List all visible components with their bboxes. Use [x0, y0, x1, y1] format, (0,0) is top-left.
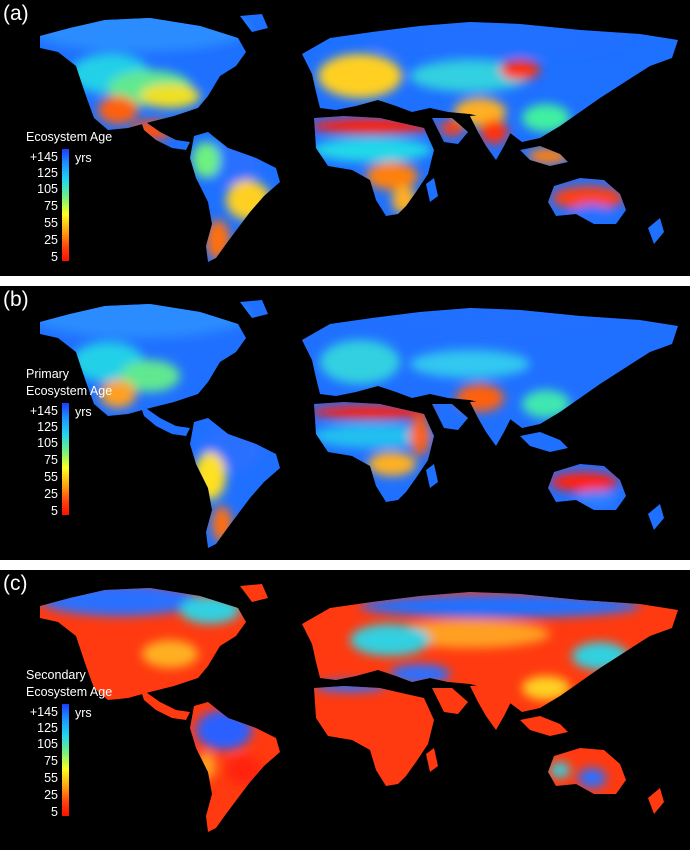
legend-color-bar: [62, 403, 69, 515]
legend-tick: 5: [51, 805, 58, 819]
world-map-secondary-ecosystem-age: [0, 570, 690, 850]
world-map-primary-ecosystem-age: [0, 286, 690, 560]
legend-tick: +145: [29, 150, 58, 164]
world-map-ecosystem-age: [0, 0, 690, 276]
map-panel-c: (c) Secondary Ecosystem Age +145 125 105…: [0, 570, 690, 850]
legend-tick: 55: [44, 470, 58, 484]
legend-color-bar: [62, 149, 69, 261]
legend-tick: 25: [44, 788, 58, 802]
legend-tick: 55: [44, 216, 58, 230]
legend-tick: +145: [29, 404, 58, 418]
legend-tick: 75: [44, 199, 58, 213]
legend-tick: 125: [37, 420, 58, 434]
legend-title: Ecosystem Age: [26, 130, 113, 144]
legend-tick: 25: [44, 233, 58, 247]
legend-title: Primary: [26, 367, 70, 381]
legend-tick: 75: [44, 453, 58, 467]
legend-tick: 125: [37, 721, 58, 735]
legend-tick: +145: [29, 705, 58, 719]
legend-ticks: +145 125 105 75 55 25 5: [26, 149, 58, 264]
legend-tick: 105: [37, 737, 58, 751]
legend-unit: yrs: [75, 706, 92, 720]
panel-label: (c): [3, 572, 28, 595]
legend-tick: 25: [44, 487, 58, 501]
panel-label: (b): [3, 288, 29, 311]
legend-scale: +145 125 105 75 55 25 5 yrs: [26, 403, 146, 518]
legend-title: Secondary: [26, 668, 86, 682]
color-legend: Primary Ecosystem Age +145 125 105 75 55…: [26, 366, 146, 518]
panel-label: (a): [3, 2, 29, 25]
color-legend: Secondary Ecosystem Age +145 125 105 75 …: [26, 667, 146, 819]
legend-tick: 105: [37, 436, 58, 450]
legend-ticks: +145 125 105 75 55 25 5: [26, 704, 58, 819]
legend-tick: 125: [37, 166, 58, 180]
legend-color-bar: [62, 704, 69, 816]
legend-scale: +145 125 105 75 55 25 5 yrs: [26, 149, 146, 264]
legend-unit: yrs: [75, 405, 92, 419]
legend-title: Ecosystem Age: [26, 384, 113, 398]
legend-tick: 5: [51, 504, 58, 518]
legend-tick: 5: [51, 250, 58, 264]
legend-title: Ecosystem Age: [26, 685, 113, 699]
legend-tick: 75: [44, 754, 58, 768]
legend-ticks: +145 125 105 75 55 25 5: [26, 403, 58, 518]
legend-unit: yrs: [75, 151, 92, 165]
legend-tick: 55: [44, 771, 58, 785]
color-legend: Ecosystem Age +145 125 105 75 55 25 5 yr…: [26, 129, 146, 264]
map-panel-a: (a) Ecosystem Age +145 125 105 75 55 25 …: [0, 0, 690, 276]
legend-scale: +145 125 105 75 55 25 5 yrs: [26, 704, 146, 819]
legend-tick: 105: [37, 182, 58, 196]
map-panel-b: (b) Primary Ecosystem Age +145 125 105 7…: [0, 286, 690, 560]
